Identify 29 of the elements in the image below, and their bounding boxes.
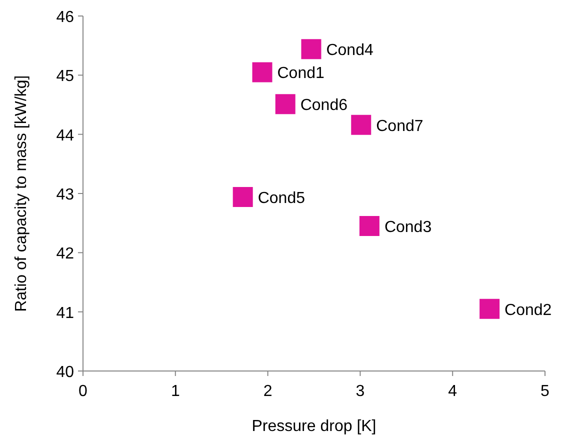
x-tick-label: 5 bbox=[540, 383, 550, 400]
series-label: Cond2 bbox=[504, 302, 552, 319]
point bbox=[359, 216, 380, 236]
series-label: Cond7 bbox=[376, 118, 424, 135]
x-axis-title: Pressure drop [K] bbox=[252, 418, 376, 435]
point bbox=[301, 39, 322, 60]
y-tick-label: 43 bbox=[56, 186, 74, 204]
y-axis-title: Ratio of capacity to mass [kW/kg] bbox=[13, 75, 30, 312]
series-label: Cond3 bbox=[384, 219, 432, 236]
y-tick-label: 42 bbox=[56, 246, 74, 263]
x-tick-label: 4 bbox=[448, 383, 458, 400]
point bbox=[351, 114, 372, 135]
point bbox=[252, 62, 272, 82]
series-label: Cond1 bbox=[277, 65, 325, 82]
series-label: Cond4 bbox=[326, 42, 374, 60]
x-tick-label: 3 bbox=[356, 383, 365, 400]
x-tick-label: 1 bbox=[170, 383, 180, 400]
y-tick-label: 41 bbox=[56, 304, 74, 322]
series-label: Cond5 bbox=[258, 190, 306, 208]
point bbox=[275, 94, 296, 114]
series-label: Cond6 bbox=[300, 97, 348, 114]
x-tick-label: 0 bbox=[78, 383, 88, 400]
y-tick-label: 44 bbox=[56, 127, 74, 144]
y-tick-label: 46 bbox=[56, 9, 74, 26]
y-tick-label: 40 bbox=[56, 364, 74, 381]
x-tick-label: 2 bbox=[263, 383, 272, 400]
y-tick-label: 45 bbox=[56, 68, 74, 86]
point bbox=[232, 187, 253, 208]
point bbox=[480, 298, 500, 319]
